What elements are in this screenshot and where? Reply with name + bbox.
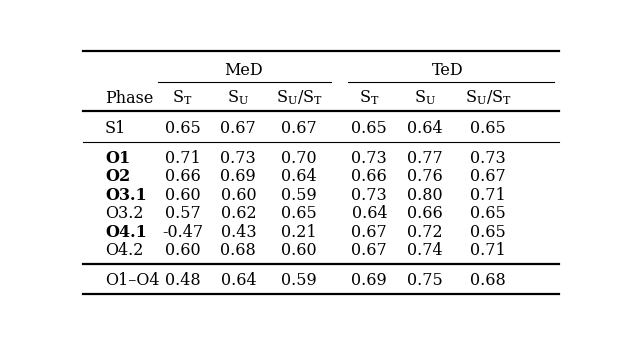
Text: 0.65: 0.65 bbox=[470, 120, 506, 137]
Text: 0.77: 0.77 bbox=[408, 150, 443, 167]
Text: -0.47: -0.47 bbox=[162, 223, 203, 241]
Text: O3.2: O3.2 bbox=[105, 205, 143, 222]
Text: 0.65: 0.65 bbox=[281, 205, 317, 222]
Text: 0.64: 0.64 bbox=[220, 272, 256, 289]
Text: MeD: MeD bbox=[224, 62, 262, 79]
Text: S$_{\mathregular{T}}$: S$_{\mathregular{T}}$ bbox=[359, 89, 379, 107]
Text: 0.21: 0.21 bbox=[281, 223, 317, 241]
Text: 0.65: 0.65 bbox=[351, 120, 387, 137]
Text: 0.69: 0.69 bbox=[351, 272, 387, 289]
Text: S$_{\mathregular{U}}$/S$_{\mathregular{T}}$: S$_{\mathregular{U}}$/S$_{\mathregular{T… bbox=[465, 89, 511, 107]
Text: O1–O4: O1–O4 bbox=[105, 272, 160, 289]
Text: 0.71: 0.71 bbox=[165, 150, 200, 167]
Text: O4.1: O4.1 bbox=[105, 223, 147, 241]
Text: 0.73: 0.73 bbox=[470, 150, 506, 167]
Text: 0.69: 0.69 bbox=[220, 168, 256, 185]
Text: 0.65: 0.65 bbox=[470, 205, 506, 222]
Text: 0.64: 0.64 bbox=[352, 205, 387, 222]
Text: S$_{\mathregular{U}}$: S$_{\mathregular{U}}$ bbox=[227, 89, 249, 107]
Text: 0.75: 0.75 bbox=[408, 272, 443, 289]
Text: 0.67: 0.67 bbox=[351, 242, 387, 259]
Text: 0.59: 0.59 bbox=[281, 272, 317, 289]
Text: 0.67: 0.67 bbox=[220, 120, 256, 137]
Text: 0.65: 0.65 bbox=[165, 120, 200, 137]
Text: 0.68: 0.68 bbox=[220, 242, 256, 259]
Text: S$_{\mathregular{U}}$: S$_{\mathregular{U}}$ bbox=[414, 89, 436, 107]
Text: 0.73: 0.73 bbox=[351, 187, 387, 204]
Text: 0.65: 0.65 bbox=[470, 223, 506, 241]
Text: 0.72: 0.72 bbox=[408, 223, 443, 241]
Text: 0.60: 0.60 bbox=[281, 242, 317, 259]
Text: 0.48: 0.48 bbox=[165, 272, 200, 289]
Text: 0.43: 0.43 bbox=[220, 223, 256, 241]
Text: 0.73: 0.73 bbox=[351, 150, 387, 167]
Text: Phase: Phase bbox=[105, 90, 153, 107]
Text: 0.60: 0.60 bbox=[220, 187, 256, 204]
Text: S$_{\mathregular{T}}$: S$_{\mathregular{T}}$ bbox=[172, 89, 193, 107]
Text: 0.71: 0.71 bbox=[470, 242, 506, 259]
Text: S$_{\mathregular{U}}$/S$_{\mathregular{T}}$: S$_{\mathregular{U}}$/S$_{\mathregular{T… bbox=[275, 89, 322, 107]
Text: 0.73: 0.73 bbox=[220, 150, 256, 167]
Text: O2: O2 bbox=[105, 168, 130, 185]
Text: 0.74: 0.74 bbox=[408, 242, 443, 259]
Text: 0.67: 0.67 bbox=[351, 223, 387, 241]
Text: O4.2: O4.2 bbox=[105, 242, 143, 259]
Text: 0.80: 0.80 bbox=[408, 187, 443, 204]
Text: 0.67: 0.67 bbox=[281, 120, 317, 137]
Text: 0.60: 0.60 bbox=[165, 187, 200, 204]
Text: 0.71: 0.71 bbox=[470, 187, 506, 204]
Text: 0.76: 0.76 bbox=[408, 168, 443, 185]
Text: 0.64: 0.64 bbox=[281, 168, 317, 185]
Text: 0.59: 0.59 bbox=[281, 187, 317, 204]
Text: S1: S1 bbox=[105, 120, 126, 137]
Text: 0.64: 0.64 bbox=[408, 120, 443, 137]
Text: 0.57: 0.57 bbox=[165, 205, 200, 222]
Text: TeD: TeD bbox=[432, 62, 464, 79]
Text: 0.60: 0.60 bbox=[165, 242, 200, 259]
Text: O1: O1 bbox=[105, 150, 130, 167]
Text: 0.66: 0.66 bbox=[351, 168, 387, 185]
Text: 0.68: 0.68 bbox=[470, 272, 506, 289]
Text: 0.62: 0.62 bbox=[220, 205, 256, 222]
Text: 0.67: 0.67 bbox=[470, 168, 506, 185]
Text: O3.1: O3.1 bbox=[105, 187, 146, 204]
Text: 0.66: 0.66 bbox=[408, 205, 443, 222]
Text: 0.66: 0.66 bbox=[165, 168, 200, 185]
Text: 0.70: 0.70 bbox=[281, 150, 317, 167]
